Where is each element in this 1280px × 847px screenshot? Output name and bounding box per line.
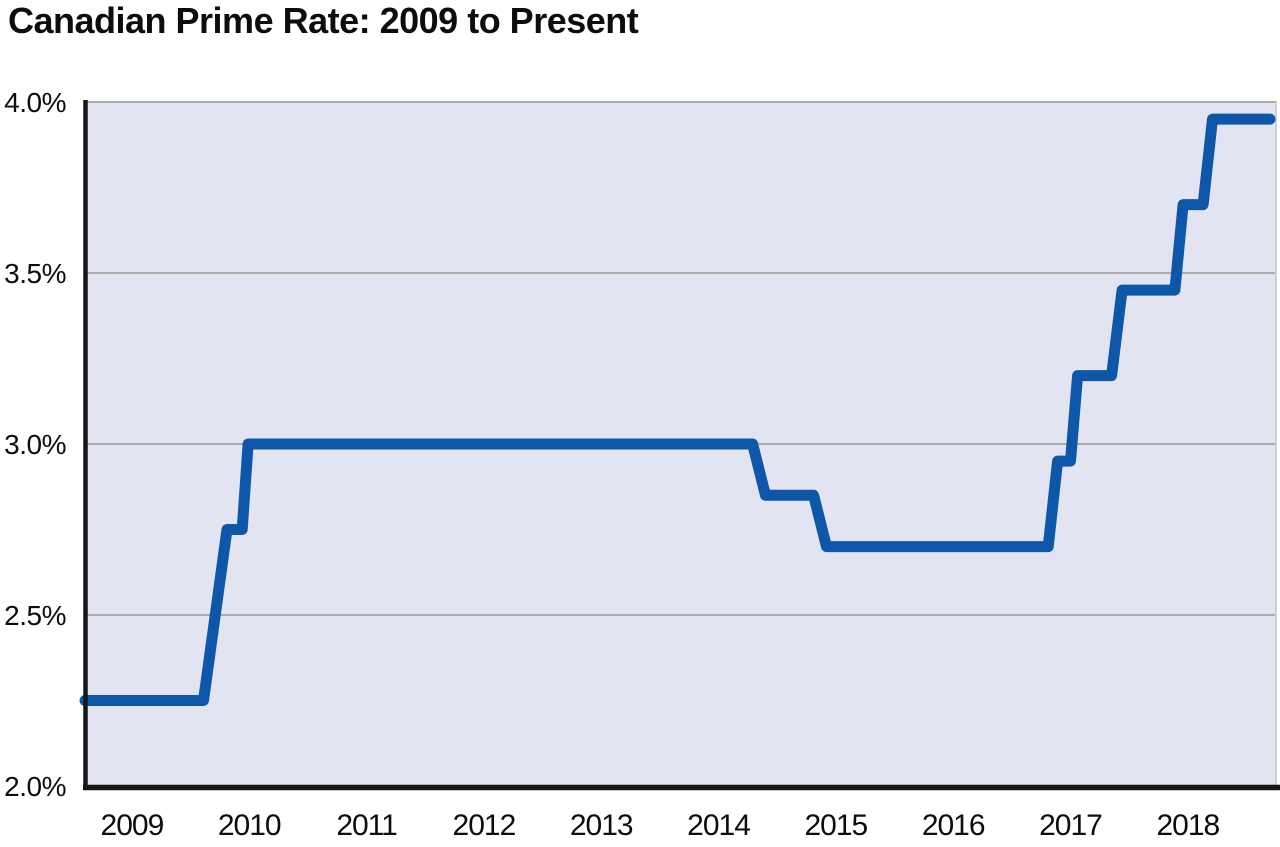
x-tick-label: 2013 bbox=[570, 809, 633, 842]
y-tick-label: 3.5% bbox=[4, 258, 66, 289]
x-tick-label: 2016 bbox=[922, 809, 985, 842]
x-tick-label: 2011 bbox=[336, 809, 397, 842]
y-tick-label: 2.0% bbox=[4, 771, 66, 802]
x-tick-label: 2015 bbox=[804, 809, 867, 842]
x-tick-label: 2018 bbox=[1156, 809, 1219, 842]
y-tick-label: 3.0% bbox=[4, 429, 66, 460]
chart-title: Canadian Prime Rate: 2009 to Present bbox=[8, 0, 639, 41]
x-tick-label: 2014 bbox=[687, 809, 750, 842]
x-tick-label: 2012 bbox=[453, 809, 516, 842]
y-tick-label: 2.5% bbox=[4, 600, 66, 631]
x-tick-label: 2009 bbox=[101, 809, 164, 842]
x-tick-label: 2017 bbox=[1039, 809, 1102, 842]
prime-rate-line bbox=[79, 113, 1276, 706]
x-tick-label: 2010 bbox=[218, 809, 281, 842]
y-tick-label: 4.0% bbox=[4, 87, 66, 118]
